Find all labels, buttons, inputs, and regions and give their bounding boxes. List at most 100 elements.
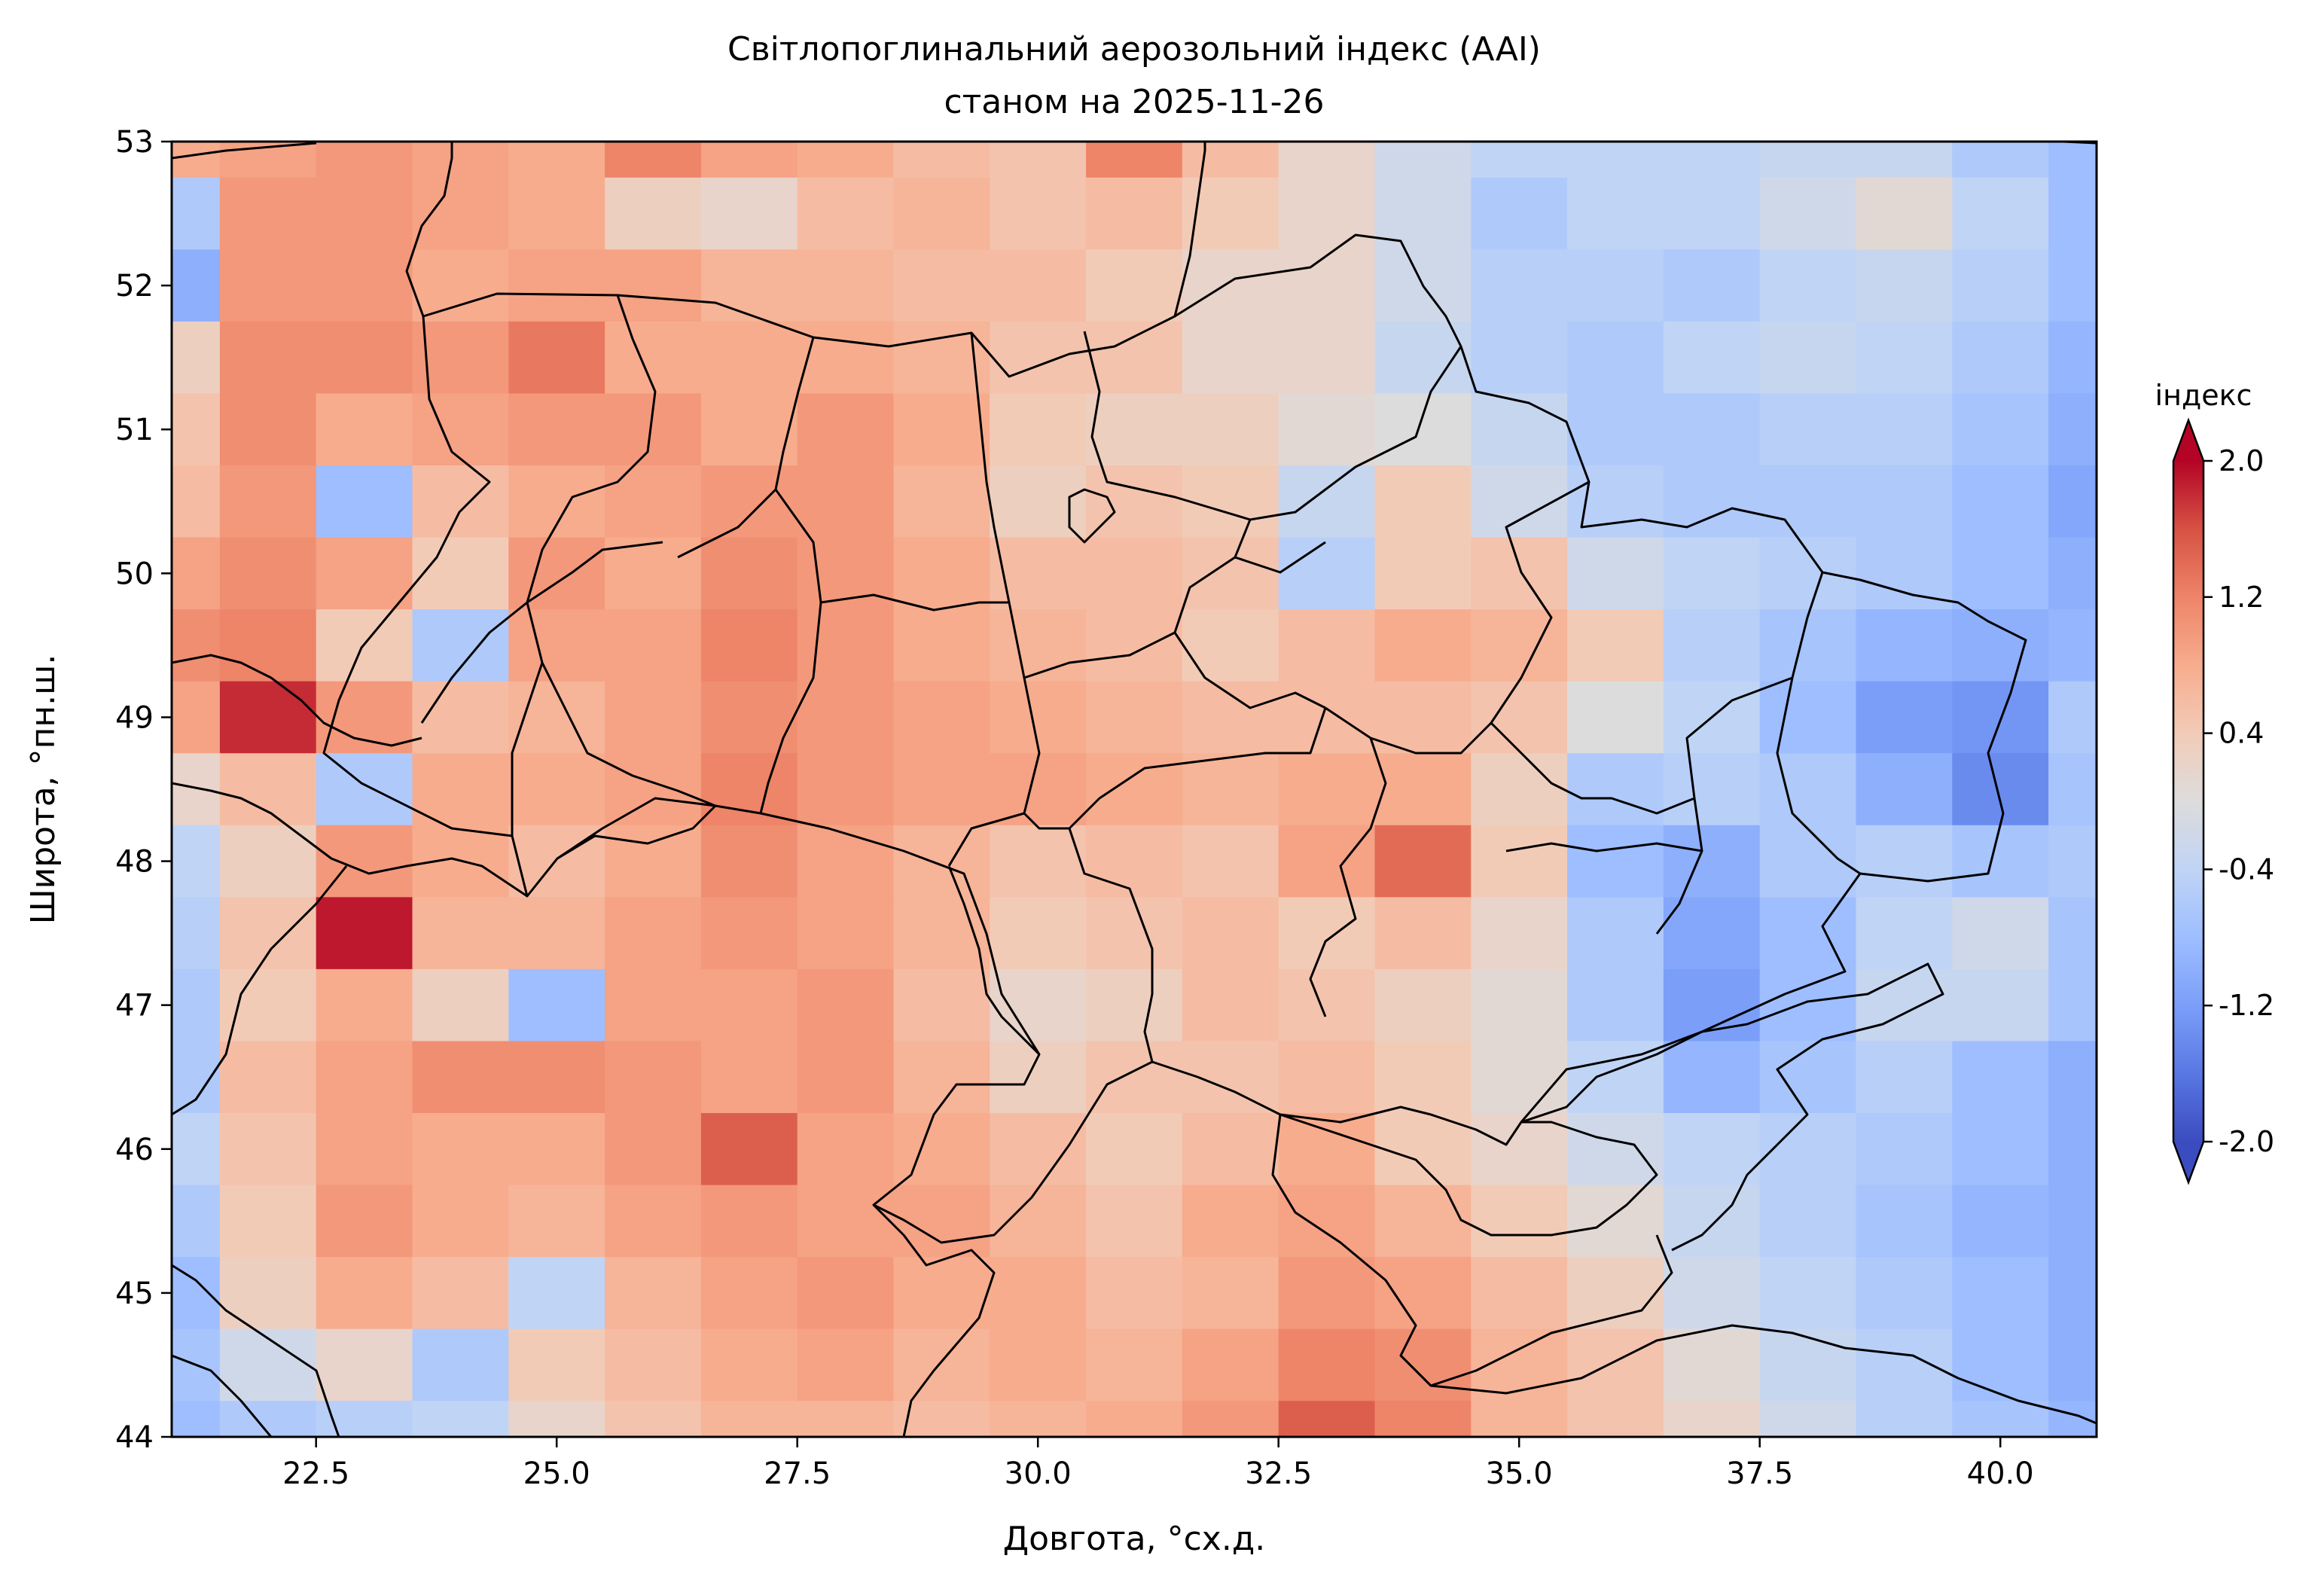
heatmap-cell	[1856, 753, 1953, 826]
heatmap-cell	[1182, 142, 1279, 178]
heatmap-cell	[1952, 537, 2050, 611]
heatmap-cell	[1471, 1257, 1569, 1330]
heatmap-cell	[2048, 897, 2097, 970]
heatmap-cell	[893, 681, 991, 755]
x-tick-label: 27.5	[764, 1456, 831, 1491]
heatmap-cell	[1663, 753, 1761, 826]
heatmap-cell	[316, 1257, 413, 1330]
heatmap-cell	[990, 465, 1087, 538]
colorbar: індекс 2.0 1.2 0.4 -0.4 -1.2 -2.0	[2155, 379, 2274, 1185]
heatmap-cell	[1759, 1113, 1857, 1186]
heatmap-cell	[2048, 609, 2097, 682]
heatmap-cell	[219, 1185, 317, 1258]
heatmap-cell	[2048, 321, 2097, 395]
heatmap-cell	[412, 142, 510, 178]
heatmap-cell	[1278, 249, 1376, 322]
heatmap-cell	[797, 1041, 895, 1114]
heatmap-cell	[316, 968, 413, 1042]
heatmap-cell	[219, 753, 317, 826]
heatmap-cell	[1182, 609, 1279, 682]
heatmap-cell	[1567, 393, 1664, 466]
y-tick-label: 44	[115, 1420, 154, 1455]
heatmap-cell	[1278, 1113, 1376, 1186]
heatmap-cell	[508, 1041, 606, 1114]
heatmap-cell	[700, 465, 798, 538]
heatmap-cell	[1086, 681, 1183, 755]
heatmap-cell	[700, 897, 798, 970]
heatmap-cell	[990, 825, 1087, 898]
heatmap-cell	[1663, 537, 1761, 611]
heatmap-cell	[2048, 1041, 2097, 1114]
heatmap-cell	[1567, 1185, 1664, 1258]
heatmap-cell	[1567, 537, 1664, 611]
chart-title: Світлопоглинальний аерозольний індекс (A…	[727, 30, 1541, 69]
heatmap-cell	[605, 681, 702, 755]
heatmap-cell	[1182, 393, 1279, 466]
heatmap-cell	[605, 609, 702, 682]
plot-frame	[170, 140, 2098, 1438]
heatmap-cell	[990, 177, 1087, 251]
heatmap-cell	[1759, 1185, 1857, 1258]
heatmap-cell	[1952, 142, 2050, 178]
heatmap-cell	[1374, 537, 1472, 611]
heatmap-cell	[508, 897, 606, 970]
heatmap-cell	[1278, 465, 1376, 538]
heatmap-cell	[605, 1185, 702, 1258]
heatmap-cell	[893, 609, 991, 682]
heatmap-cell	[219, 1113, 317, 1186]
heatmap-cell	[1471, 1185, 1569, 1258]
heatmap-cell	[700, 825, 798, 898]
heatmap-cell	[700, 537, 798, 611]
heatmap-cell	[1374, 1041, 1472, 1114]
heatmap-cell	[172, 753, 221, 826]
heatmap-cell	[1567, 897, 1664, 970]
y-tick-label: 50	[115, 557, 154, 591]
heatmap-cell	[316, 1328, 413, 1402]
heatmap-cell	[316, 142, 413, 178]
colorbar-tick-label: 1.2	[2219, 581, 2264, 614]
heatmap-cell	[1182, 1401, 1279, 1437]
heatmap-cell	[1086, 1185, 1183, 1258]
heatmap-cell	[172, 825, 221, 898]
heatmap-cell	[893, 825, 991, 898]
heatmap-cell	[797, 249, 895, 322]
heatmap-cell	[700, 609, 798, 682]
black-sea-coast-west	[872, 1203, 996, 1437]
heatmap-cell	[316, 249, 413, 322]
heatmap-cell	[219, 897, 317, 970]
heatmap-cell	[1856, 142, 1953, 178]
x-axis-label: Довгота, °сх.д.	[1003, 1520, 1265, 1558]
heatmap-cell	[1471, 968, 1569, 1042]
heatmap-cell	[2048, 177, 2097, 251]
x-tick-label: 25.0	[523, 1456, 590, 1491]
heatmap-cell	[412, 609, 510, 682]
heatmap-cell	[1086, 1401, 1183, 1437]
heatmap-cell	[1278, 537, 1376, 611]
heatmap-cell	[1086, 1257, 1183, 1330]
heatmap-cell	[990, 1185, 1087, 1258]
heatmap-cell	[700, 1041, 798, 1114]
heatmap-cell	[1374, 1328, 1472, 1402]
heatmap-cell	[797, 968, 895, 1042]
heatmap-cell	[605, 825, 702, 898]
heatmap-cell	[1856, 825, 1953, 898]
heatmap-cell	[893, 753, 991, 826]
heatmap-cell	[219, 609, 317, 682]
x-tick-label: 32.5	[1245, 1456, 1312, 1491]
heatmap-cell	[1952, 609, 2050, 682]
heatmap-cell	[172, 537, 221, 611]
heatmap-cell	[990, 1257, 1087, 1330]
heatmap-cell	[893, 968, 991, 1042]
heatmap-cell	[1663, 393, 1761, 466]
heatmap-cell	[1471, 142, 1569, 178]
heatmap-cell	[1759, 968, 1857, 1042]
heatmap-cell	[1086, 825, 1183, 898]
heatmap-cell	[605, 968, 702, 1042]
heatmap-cell	[1567, 142, 1664, 178]
heatmap-cell	[412, 249, 510, 322]
heatmap-cell	[1278, 1041, 1376, 1114]
heatmap-cell	[1086, 1113, 1183, 1186]
heatmap-cell	[1471, 753, 1569, 826]
ukraine-border	[322, 233, 2027, 1244]
colorbar-tick-label: 0.4	[2219, 717, 2264, 750]
